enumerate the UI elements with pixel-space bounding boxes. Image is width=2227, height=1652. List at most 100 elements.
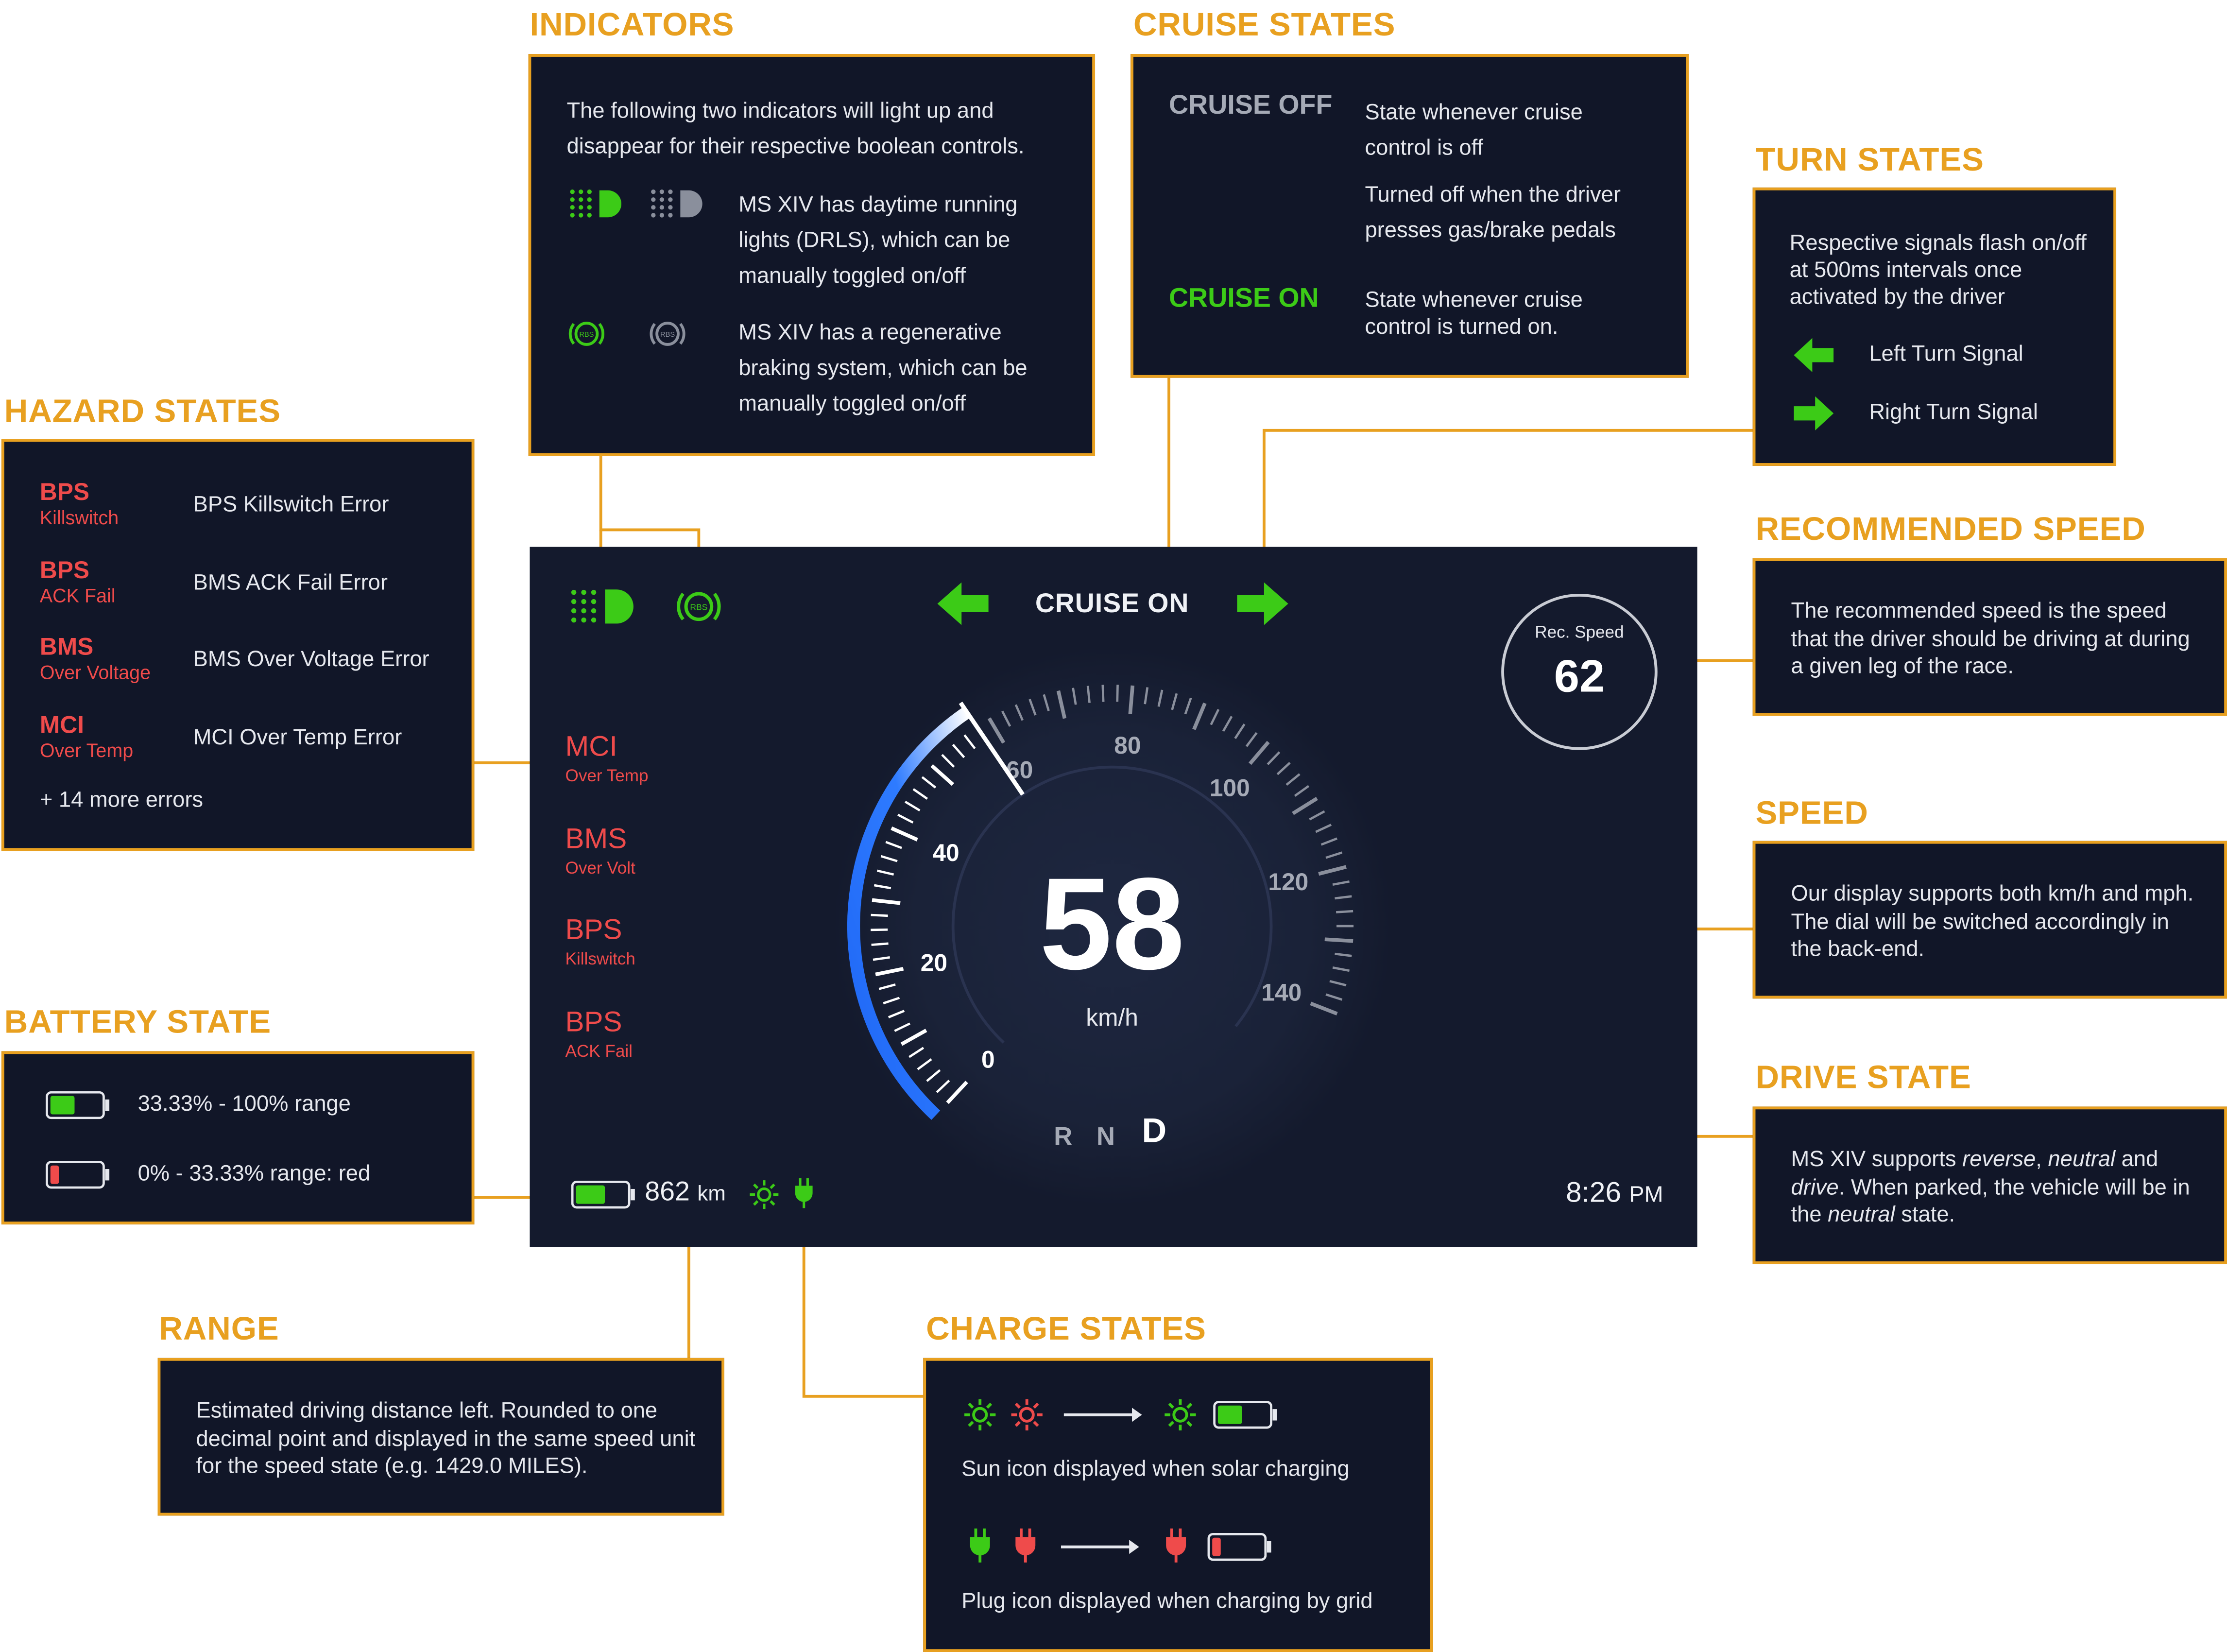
grid-charge-desc: Plug icon displayed when charging by gri… [961,1587,1372,1618]
indicators-title: INDICATORS [530,6,734,44]
plug-error-icon [1014,1529,1037,1563]
drl-on-icon [568,186,625,223]
sun-error-icon [1010,1398,1044,1432]
battery-state-panel: 33.33% - 100% range 0% - 33.33% range: r… [1,1051,475,1224]
hazard-desc: MCI Over Temp Error [193,723,402,754]
cruise-on-label: CRUISE ON [1169,284,1319,315]
clock-ampm: PM [1629,1183,1663,1207]
hazard-sub: Over Voltage [40,662,151,683]
gauge-tick-label: 0 [981,1046,995,1073]
hazard-desc: BMS ACK Fail Error [193,568,388,599]
gauge-tick-label: 120 [1268,868,1308,895]
drive-state-desc: MS XIV supports reverse, neutral and dri… [1791,1146,2206,1229]
right-turn-icon [1794,396,1833,430]
recommended-speed-title: RECOMMENDED SPEED [1755,510,2145,549]
speed-info-desc: Our display supports both km/h and mph. … [1791,881,2203,964]
speed-value: 58 [970,854,1254,996]
battery-low-charging-icon [1207,1532,1272,1561]
gauge-tick-label: 20 [921,949,947,976]
gauge-tick [1336,911,1353,912]
more-errors-label: + 14 more errors [40,786,203,817]
battery-charging-icon [1213,1401,1278,1429]
rbs-off-icon: RBS [646,312,689,355]
hazard-code: BMS [40,634,93,662]
svg-text:RBS: RBS [579,331,594,339]
svg-text:RBS: RBS [660,331,675,339]
hazard-sub: Over Temp [40,740,133,761]
charge-states-title: CHARGE STATES [926,1309,1206,1348]
speed-info-panel: Our display supports both km/h and mph. … [1753,841,2227,999]
gauge-tick [1130,686,1132,714]
dashboard-plug-icon [794,1178,814,1209]
gear-n: N [1096,1122,1115,1152]
range-title: RANGE [159,1309,279,1348]
hazard-code: BPS [40,479,89,507]
arrow-right-icon-2 [1061,1537,1141,1557]
dashboard-battery-icon [571,1180,636,1208]
plug-charging-icon [1165,1529,1187,1563]
dashboard-sun-icon [749,1179,780,1210]
turn-states-title: TURN STATES [1755,140,1984,179]
left-turn-icon [1794,338,1833,372]
gauge-tick [871,915,888,916]
cruise-off-desc: State whenever cruise control is off [1365,95,1649,166]
cruise-on-desc: State whenever cruise control is turned … [1365,287,1649,341]
speed-title: SPEED [1755,794,1868,832]
gauge-tick [871,929,888,930]
gear-r: R [1054,1122,1072,1152]
sun-charging-icon [1163,1398,1197,1432]
rbs-on-icon: RBS [565,312,608,355]
gauge-tick-label: 40 [932,839,959,866]
hazard-sub: ACK Fail [40,585,116,606]
rbs-description: MS XIV has a regenerative braking system… [738,315,1065,422]
gear-d: D [1142,1112,1166,1152]
gauge-tick-label: 80 [1114,732,1141,759]
sun-on-icon [963,1398,997,1432]
drive-state-panel: MS XIV supports reverse, neutral and dri… [1753,1106,2227,1264]
battery-high-icon [46,1091,111,1119]
speed-unit: km/h [1041,1004,1183,1032]
battery-high-label: 33.33% - 100% range [138,1089,351,1120]
recommended-speed-desc: The recommended speed is the speed that … [1791,598,2203,681]
cruise-states-panel: CRUISE OFF State whenever cruise control… [1131,54,1689,378]
turn-desc: Respective signals flash on/off at 500ms… [1790,230,2102,311]
hazard-states-title: HAZARD STATES [4,392,281,430]
range-panel: Estimated driving distance left. Rounded… [158,1358,724,1516]
range-readout: 862 km [645,1178,726,1209]
cruise-off-label: CRUISE OFF [1169,91,1332,122]
battery-state-title: BATTERY STATE [4,1003,271,1041]
battery-low-label: 0% - 33.33% range: red [138,1159,371,1190]
hazard-desc: BPS Killswitch Error [193,490,389,521]
hazard-sub: Killswitch [40,507,119,529]
hazard-code: BPS [40,557,89,585]
range-unit: km [697,1182,725,1206]
indicators-panel: The following two indicators will light … [529,54,1095,456]
clock: 8:26 PM [1510,1178,1663,1210]
gauge-tick [872,944,889,945]
gauge-tick-label: 100 [1210,774,1250,801]
recommended-speed-panel: The recommended speed is the speed that … [1753,558,2227,716]
cruise-off-desc-2: Turned off when the driver presses gas/b… [1365,177,1663,248]
range-value: 862 [645,1178,690,1207]
plug-on-icon [969,1529,992,1563]
range-desc: Estimated driving distance left. Rounded… [196,1398,700,1481]
right-turn-label: Right Turn Signal [1869,398,2038,429]
hazard-desc: BMS Over Voltage Error [193,645,429,676]
battery-low-icon [46,1160,111,1188]
cruise-states-title: CRUISE STATES [1133,6,1395,44]
solar-charge-desc: Sun icon displayed when solar charging [961,1455,1350,1486]
left-turn-label: Left Turn Signal [1869,340,2023,371]
turn-states-panel: Respective signals flash on/off at 500ms… [1753,188,2116,466]
clock-time: 8:26 [1566,1178,1621,1209]
charge-states-panel: Sun icon displayed when solar charging P… [923,1358,1433,1652]
drl-off-icon [649,186,706,223]
hazard-code: MCI [40,712,84,740]
gauge-tick [1325,939,1353,941]
gauge-tick-label: 140 [1261,979,1302,1006]
arrow-right-icon [1064,1405,1144,1425]
drl-description: MS XIV has daytime running lights (DRLS)… [738,188,1065,294]
indicators-intro: The following two indicators will light … [566,94,1078,165]
drive-state-title: DRIVE STATE [1755,1058,1971,1097]
